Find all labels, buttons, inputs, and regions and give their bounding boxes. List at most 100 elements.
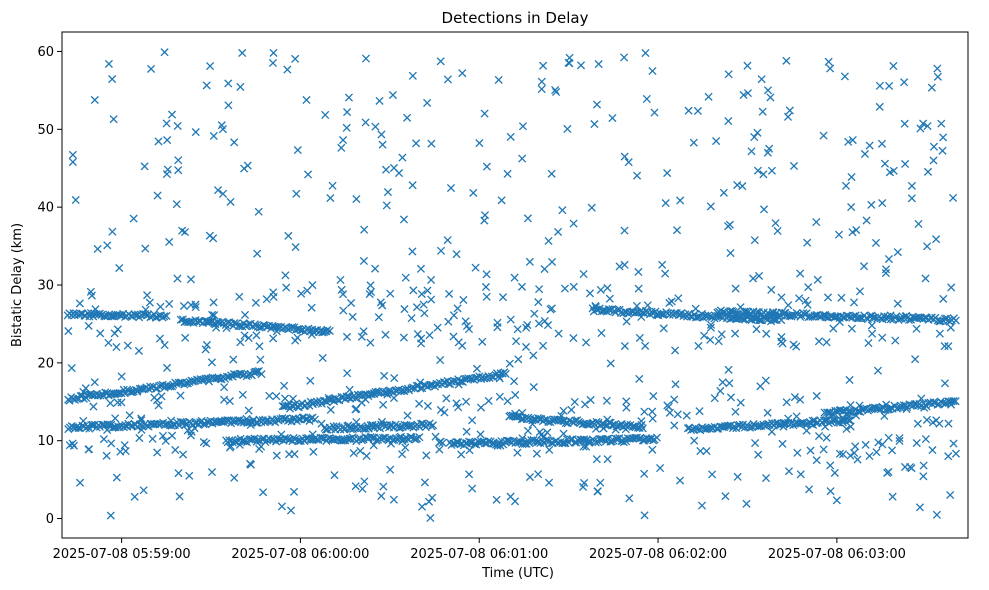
detection-point — [814, 337, 824, 346]
detection-point — [648, 407, 657, 416]
detection-point — [324, 393, 333, 403]
detection-point — [175, 492, 184, 501]
detection-point — [812, 391, 821, 401]
detection-point — [259, 488, 268, 497]
detection-point — [579, 435, 589, 444]
detection-point — [420, 478, 429, 487]
detection-point — [736, 398, 745, 407]
detection-point — [940, 379, 950, 388]
detection-point — [725, 220, 734, 229]
detection-point — [929, 142, 938, 151]
detection-point — [409, 286, 418, 295]
detection-point — [220, 383, 229, 392]
detection-point — [826, 64, 835, 73]
detection-point — [619, 438, 628, 447]
detection-point — [814, 431, 824, 441]
detection-point — [900, 462, 910, 472]
detection-point — [478, 337, 487, 346]
detection-point — [213, 186, 223, 195]
detection-point — [560, 284, 569, 293]
detection-point — [895, 436, 904, 446]
detection-point — [168, 431, 177, 440]
detection-point — [310, 415, 319, 424]
detection-point — [112, 473, 121, 482]
detection-point — [330, 471, 339, 480]
detection-point — [514, 355, 523, 364]
y-tick-label: 20 — [37, 356, 54, 371]
detection-point — [480, 211, 490, 220]
detection-point — [840, 72, 849, 81]
detection-point — [436, 405, 445, 415]
detection-point — [936, 316, 945, 326]
detection-point — [900, 119, 909, 128]
detection-point — [84, 445, 93, 454]
detection-point — [262, 295, 271, 304]
detection-point — [561, 418, 570, 428]
detection-point — [253, 249, 262, 258]
detection-point — [812, 217, 821, 227]
detection-point — [630, 422, 639, 431]
detection-point — [306, 376, 315, 385]
detection-point — [398, 437, 407, 446]
detection-point — [613, 434, 622, 443]
detection-point — [240, 164, 249, 173]
detection-point — [518, 154, 527, 163]
detection-point — [428, 421, 438, 430]
detection-point — [767, 166, 776, 175]
detection-point — [160, 341, 169, 350]
detection-point — [640, 511, 649, 520]
detection-point — [838, 450, 848, 459]
detection-point — [558, 206, 567, 215]
detection-point — [443, 75, 452, 84]
detection-point — [563, 124, 572, 134]
detection-point — [135, 433, 144, 443]
detection-point — [695, 407, 704, 416]
detection-point — [113, 398, 122, 407]
x-tick-label: 2025-07-08 05:59:00 — [53, 547, 191, 562]
detection-point — [529, 351, 538, 360]
detection-point — [671, 380, 680, 389]
detection-point — [830, 468, 839, 477]
detection-point — [535, 427, 544, 437]
detection-point — [750, 236, 759, 245]
detection-point — [915, 503, 924, 512]
detection-point — [929, 398, 938, 407]
detection-point — [111, 414, 120, 423]
detection-point — [436, 246, 446, 255]
detection-point — [480, 109, 489, 118]
detection-point — [303, 170, 313, 179]
detection-point — [886, 311, 895, 320]
detection-point — [257, 370, 266, 379]
detection-point — [90, 378, 99, 387]
detection-point — [884, 254, 893, 264]
detection-point — [389, 393, 399, 403]
detection-point — [944, 342, 953, 351]
detection-point — [207, 358, 216, 367]
detection-point — [312, 435, 321, 444]
detection-point — [540, 316, 549, 326]
detection-point — [653, 309, 662, 318]
detection-point — [570, 397, 579, 406]
detection-point — [801, 296, 810, 305]
detection-point — [933, 72, 942, 81]
detection-point — [186, 300, 196, 309]
detection-point — [596, 285, 605, 294]
detection-point — [878, 333, 887, 342]
detection-point — [269, 288, 278, 297]
detection-point — [191, 128, 200, 137]
y-tick-label: 40 — [37, 201, 54, 216]
detection-point — [832, 496, 841, 505]
detection-point — [377, 417, 386, 427]
detection-point — [377, 130, 386, 139]
detection-point — [739, 90, 748, 100]
detection-point — [594, 60, 603, 69]
detection-point — [702, 446, 711, 456]
detection-point — [424, 497, 434, 506]
detection-point — [860, 149, 869, 159]
detection-point — [880, 159, 890, 168]
detection-point — [841, 181, 851, 190]
detection-point — [731, 284, 740, 293]
detection-point — [348, 312, 357, 321]
detection-point — [914, 219, 923, 228]
detection-point — [907, 181, 916, 190]
